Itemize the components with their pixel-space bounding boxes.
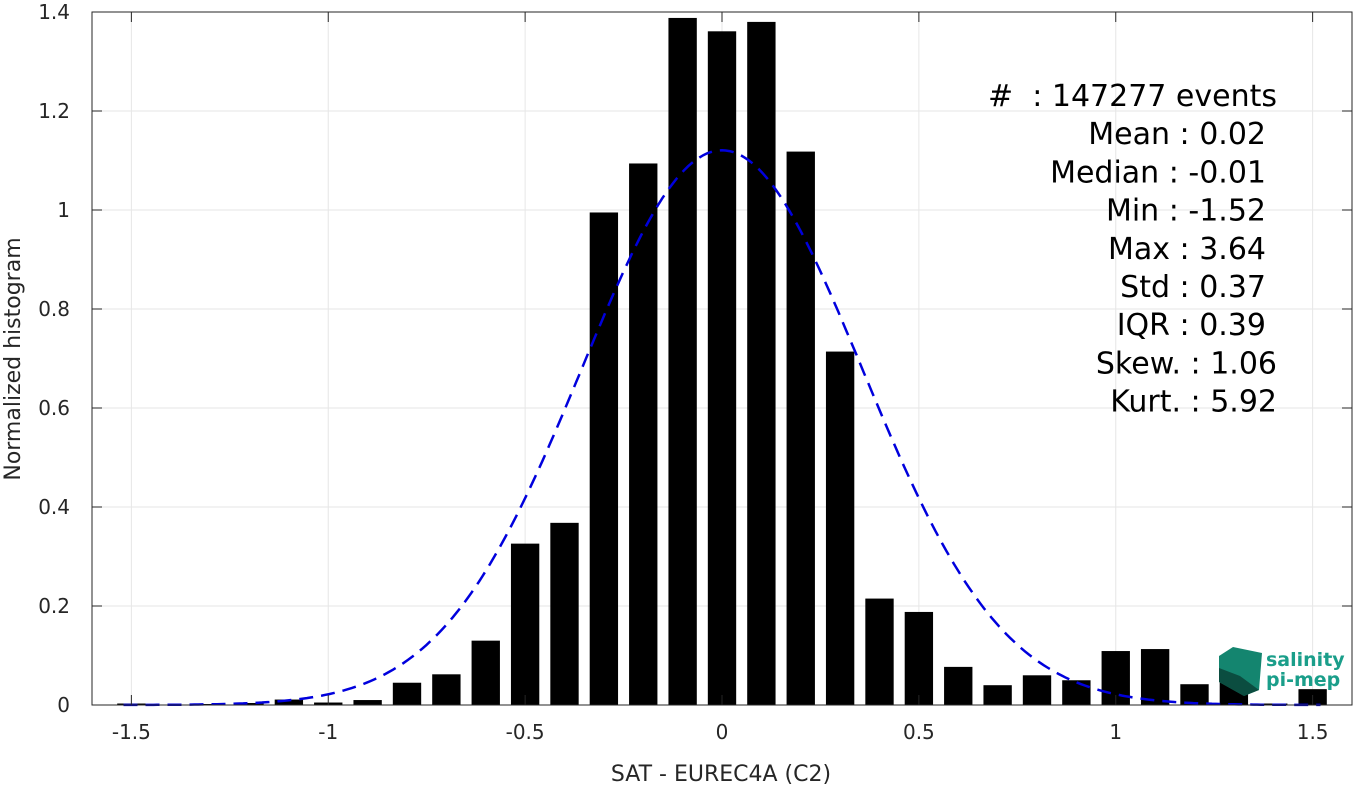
stat-line: Min : -1.52 bbox=[1106, 194, 1266, 229]
logo-mark-shade bbox=[1219, 668, 1259, 696]
x-tick-label: -0.5 bbox=[506, 720, 545, 744]
histogram-bar bbox=[353, 700, 382, 705]
histogram-bar bbox=[1180, 684, 1209, 705]
histogram-bar bbox=[589, 212, 619, 705]
histogram-bar bbox=[747, 21, 776, 705]
x-tick-label: -1 bbox=[318, 720, 338, 744]
stat-line: Max : 3.64 bbox=[1108, 232, 1266, 267]
histogram-bar bbox=[904, 611, 934, 705]
histogram-bar bbox=[944, 666, 973, 705]
salinity-pi-mep-logo: salinity pi-mep bbox=[1219, 647, 1345, 696]
histogram-bar bbox=[471, 640, 500, 705]
histogram-bar bbox=[510, 543, 540, 705]
x-tick-label: 1 bbox=[1109, 720, 1122, 744]
logo-text-pi-mep: pi-mep bbox=[1266, 669, 1340, 691]
histogram-bar bbox=[668, 17, 697, 705]
x-axis-label: SAT - EUREC4A (C2) bbox=[611, 762, 831, 785]
x-tick-label: 0.5 bbox=[903, 720, 935, 744]
histogram-bar bbox=[432, 674, 461, 705]
x-tick-label: 0 bbox=[716, 720, 729, 744]
histogram-bar bbox=[825, 351, 855, 705]
stat-line: Median : -0.01 bbox=[1050, 155, 1266, 190]
histogram-bar bbox=[392, 682, 422, 705]
y-tick-label: 0.2 bbox=[38, 594, 70, 618]
y-tick-label: 1.2 bbox=[38, 99, 70, 123]
logo-text-salinity: salinity bbox=[1266, 649, 1345, 671]
axis-ticks bbox=[92, 11, 1352, 706]
y-tick-label: 0.4 bbox=[38, 495, 70, 519]
y-tick-labels: 0 0.2 0.4 0.6 0.8 1 1.2 1.4 bbox=[38, 0, 70, 717]
histogram-bar bbox=[786, 151, 815, 706]
histogram-bar bbox=[1022, 675, 1052, 705]
stat-line: Std : 0.37 bbox=[1120, 270, 1266, 305]
y-tick-label: 0.6 bbox=[38, 396, 70, 420]
histogram-bar bbox=[1062, 680, 1091, 705]
x-tick-labels: -1.5 -1 -0.5 0 0.5 1 1.5 bbox=[112, 720, 1329, 744]
y-axis-label: Normalized histogram bbox=[1, 237, 26, 480]
stat-line: Skew. : 1.06 bbox=[1096, 346, 1277, 381]
y-tick-label: 1 bbox=[57, 198, 70, 222]
histogram-bar bbox=[865, 598, 894, 705]
histogram-bar bbox=[235, 703, 264, 705]
x-tick-label: -1.5 bbox=[112, 720, 151, 744]
y-tick-label: 0.8 bbox=[38, 297, 70, 321]
histogram-bar bbox=[550, 522, 579, 705]
stat-line: IQR : 0.39 bbox=[1117, 308, 1266, 343]
histogram-bars bbox=[117, 17, 1327, 706]
gaussian-fit-curve bbox=[123, 149, 1321, 707]
y-tick-label: 0 bbox=[57, 693, 70, 717]
stat-line: Mean : 0.02 bbox=[1088, 117, 1266, 152]
stat-line: # : 147277 events bbox=[988, 79, 1277, 114]
histogram-bar bbox=[629, 163, 658, 706]
histogram-bar bbox=[983, 685, 1012, 705]
stat-line: Kurt. : 5.92 bbox=[1110, 385, 1277, 420]
x-tick-label: 1.5 bbox=[1297, 720, 1329, 744]
y-tick-label: 1.4 bbox=[38, 0, 70, 24]
histogram-bar bbox=[707, 31, 737, 706]
histogram-bar bbox=[1140, 649, 1170, 705]
histogram-bar bbox=[274, 699, 304, 705]
